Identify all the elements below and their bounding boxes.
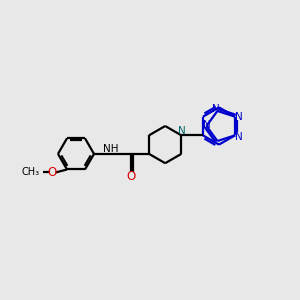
Text: N: N <box>235 132 243 142</box>
Text: O: O <box>126 170 135 183</box>
Text: CH₃: CH₃ <box>22 167 40 178</box>
Text: N: N <box>235 112 243 122</box>
Text: N: N <box>178 126 185 136</box>
Text: N: N <box>212 103 220 114</box>
Text: N: N <box>202 119 210 130</box>
Text: O: O <box>48 166 57 179</box>
Text: NH: NH <box>103 144 118 154</box>
